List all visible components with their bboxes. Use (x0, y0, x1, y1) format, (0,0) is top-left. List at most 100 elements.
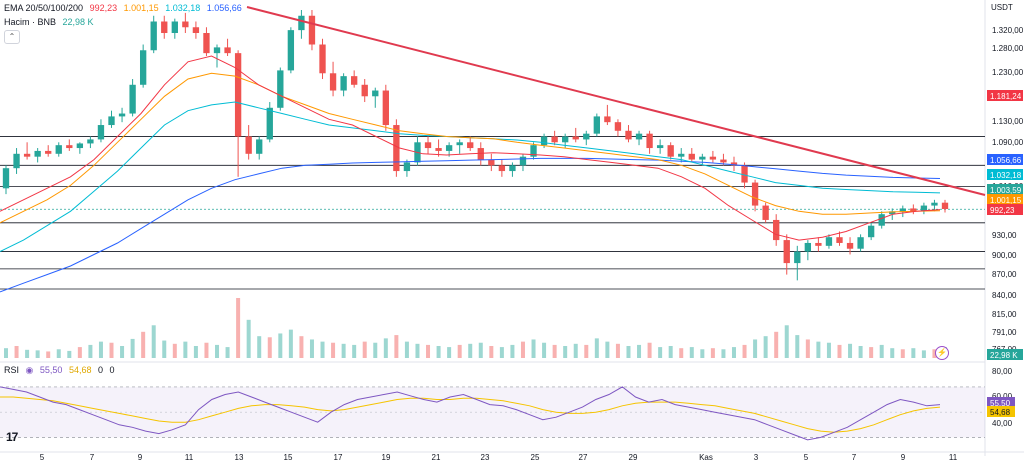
time-axis-label: 13 (235, 453, 244, 462)
candle (656, 139, 664, 154)
candle-body (435, 148, 442, 151)
price-axis-label: 1.090,00 (992, 138, 1024, 147)
candle (277, 67, 284, 111)
candle-body (319, 44, 326, 74)
candle-body (203, 33, 210, 54)
candle (329, 61, 337, 97)
price-axis-label: 840,00 (992, 291, 1017, 300)
volume-bar (162, 340, 167, 358)
candle (625, 125, 632, 143)
candle-body (604, 116, 611, 123)
rsi-legend-title: RSI (4, 365, 20, 375)
candle-body (477, 148, 484, 160)
candle (583, 130, 590, 146)
volume-bar (236, 298, 241, 358)
time-axis-label: 19 (382, 453, 391, 462)
candle-body (13, 153, 20, 169)
rsi-settings-icon[interactable]: ◉ (25, 365, 34, 375)
candle (931, 199, 938, 212)
candle (857, 234, 864, 252)
volume-bar (689, 347, 694, 358)
volume-bar (573, 343, 578, 358)
chevron-up-icon: ⌃ (8, 32, 16, 41)
candle-body (171, 21, 178, 34)
volume-bar (436, 346, 441, 358)
candle (730, 156, 738, 172)
price-axis-label: 1.320,00 (992, 26, 1024, 35)
candle-body (55, 145, 62, 154)
price-axis-label: 1.230,00 (992, 68, 1024, 77)
candle-body (287, 30, 295, 71)
time-axis-label: 15 (284, 453, 293, 462)
candle-body (825, 237, 833, 246)
volume-bar (98, 341, 103, 358)
candle-body (403, 162, 411, 172)
ema200-line (0, 157, 941, 293)
volume-bar (151, 325, 156, 358)
collapse-legend-button[interactable]: ⌃ (4, 30, 20, 44)
volume-bar (932, 349, 937, 358)
candle (794, 245, 801, 281)
volume-bar (499, 347, 504, 358)
volume-bar (457, 344, 462, 358)
rsi-ma-line (0, 396, 941, 433)
volume-bar (46, 351, 51, 358)
volume-bar (120, 346, 125, 358)
ema20-line (0, 55, 941, 241)
candle-body (931, 202, 938, 206)
volume-bar (362, 341, 367, 358)
candle-body (519, 156, 527, 166)
rsi-extra2: 0 (109, 365, 115, 375)
descending-trendline (246, 6, 986, 196)
volume-bar (141, 331, 146, 358)
candle-body (266, 107, 273, 140)
candle (751, 179, 759, 212)
lightning-icon[interactable]: ⚡ (935, 346, 949, 360)
candle (878, 211, 885, 229)
candle (45, 145, 52, 157)
price-axis-label: 815,00 (992, 310, 1017, 319)
candle (604, 104, 611, 126)
candle-body (150, 21, 157, 51)
volume-bar (826, 342, 831, 358)
volume-bar (869, 347, 874, 358)
candle-body (804, 242, 812, 252)
candle (635, 130, 643, 146)
time-axis-label: 11 (949, 453, 958, 462)
candle-body (920, 205, 928, 212)
price-axis-label: 1.130,00 (992, 117, 1024, 126)
volume-value: 22,98 K (62, 17, 94, 27)
candle (488, 153, 495, 172)
volume-bar (215, 344, 220, 358)
price-axis-label: 791,00 (992, 328, 1017, 337)
price-tag-label: 1.003,59 (990, 186, 1022, 195)
price-tag: 1.181,24 (987, 90, 1023, 101)
ema200-value: 1.056,66 (206, 3, 242, 13)
candle-body (161, 21, 168, 34)
volume-bar (848, 343, 853, 358)
time-axis-label: 5 (804, 453, 809, 462)
volume-bar (193, 346, 198, 358)
candle-body (699, 156, 706, 160)
candle (150, 15, 157, 54)
volume-bar (352, 344, 357, 358)
candle (266, 102, 273, 143)
volume-bar (531, 339, 536, 358)
candle-body (393, 125, 400, 172)
volume-bar (67, 350, 72, 358)
candle-body (614, 122, 622, 131)
rsi-tag-bg (987, 406, 1015, 417)
candle-body (361, 84, 368, 97)
candle-body (66, 145, 73, 149)
time-axis-label: 21 (432, 453, 441, 462)
time-axis-label: 11 (185, 453, 194, 462)
volume-bar (647, 342, 652, 358)
price-tag-label: 1.032,18 (990, 171, 1022, 180)
candle (87, 136, 94, 149)
candle (783, 234, 790, 275)
rsi-ma-value: 54,68 (68, 365, 92, 375)
candle-body (678, 153, 685, 157)
candle (13, 148, 20, 174)
volume-bar (563, 346, 568, 358)
